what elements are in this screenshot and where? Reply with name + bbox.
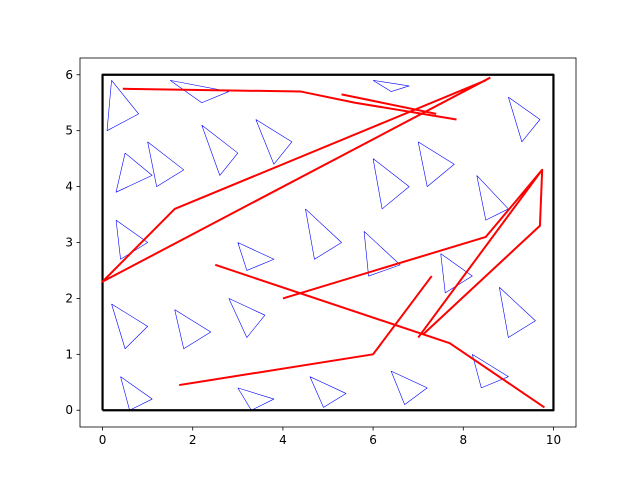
x-tick-label: 8 <box>459 433 467 447</box>
x-tick-label: 10 <box>546 433 561 447</box>
series-line <box>106 80 541 411</box>
y-tick-label: 2 <box>65 291 73 305</box>
x-tick-label: 0 <box>99 433 107 447</box>
y-tick-label: 3 <box>65 236 73 250</box>
y-tick-label: 1 <box>65 347 73 361</box>
y-tick-label: 6 <box>65 68 73 82</box>
series-line <box>101 73 555 412</box>
y-tick-label: 4 <box>65 180 73 194</box>
axes-frame <box>79 57 577 428</box>
x-tick-label: 6 <box>369 433 377 447</box>
y-tick-label: 5 <box>65 124 73 138</box>
series-line <box>101 76 546 409</box>
x-tick-label: 2 <box>189 433 197 447</box>
x-tick-label: 4 <box>279 433 287 447</box>
y-tick-label: 0 <box>65 403 73 417</box>
